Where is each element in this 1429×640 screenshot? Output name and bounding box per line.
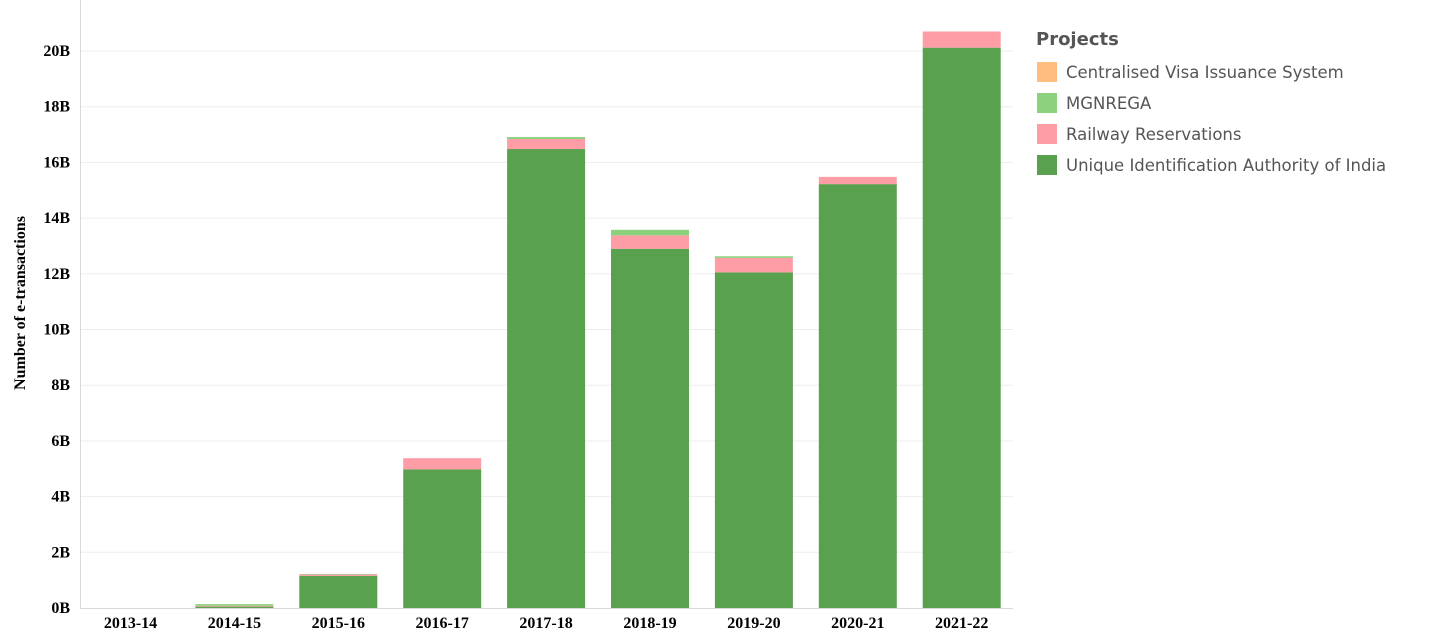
x-tick-label: 2020-21	[831, 615, 884, 632]
bar-segment	[507, 137, 586, 140]
x-tick-label: 2021-22	[935, 615, 988, 632]
y-axis-label: Number of e-transactions	[12, 216, 29, 390]
legend-entry: MGNREGA	[1066, 94, 1152, 113]
y-tick-label: 6B	[51, 433, 70, 450]
x-axis-ticks: 2013-14 2014-15 2015-16 2016-17 2017-18 2018-…	[104, 615, 989, 632]
legend-swatch	[1037, 124, 1057, 144]
x-tick-label: 2015-16	[312, 615, 365, 632]
bar-segment	[299, 574, 378, 576]
bar-segment	[714, 257, 793, 273]
legend: Projects Centralised Visa Issuance Syste…	[1036, 29, 1386, 175]
bar-segment	[611, 229, 689, 236]
x-tick-label: 2014-15	[208, 615, 261, 632]
y-tick-label: 14B	[43, 210, 70, 227]
y-tick-label: 8B	[51, 377, 70, 394]
bar-segment	[922, 47, 1001, 608]
y-tick-label: 0B	[51, 600, 70, 617]
legend-swatch	[1037, 62, 1057, 82]
bar-segment	[922, 31, 1001, 48]
bar-segment	[403, 469, 482, 608]
legend-entry: Unique Identification Authority of India	[1066, 156, 1386, 175]
x-tick-label: 2017-18	[519, 615, 572, 632]
bar-segment	[611, 248, 689, 609]
bar-segment	[507, 149, 586, 609]
y-tick-label: 16B	[43, 154, 70, 171]
bar-segment	[299, 574, 378, 575]
bar-segment	[611, 235, 689, 249]
bar-segment	[818, 184, 897, 609]
y-tick-label: 10B	[43, 322, 70, 339]
y-tick-label: 4B	[51, 489, 70, 506]
y-tick-label: 2B	[51, 544, 70, 561]
legend-title: Projects	[1036, 29, 1119, 50]
y-tick-label: 18B	[43, 99, 70, 116]
bar-segment	[714, 272, 793, 608]
bar-segment	[403, 458, 482, 470]
y-tick-label: 20B	[43, 43, 70, 60]
x-tick-label: 2018-19	[623, 615, 676, 632]
bar-segment	[507, 139, 586, 150]
x-tick-label: 2019-20	[727, 615, 780, 632]
legend-entry: Centralised Visa Issuance System	[1066, 63, 1344, 82]
x-tick-label: 2013-14	[104, 615, 157, 632]
bar-segment	[818, 176, 897, 185]
y-axis-ticks: 0B 2B 4B 6B 8B 10B 12B 14B 16B 18B 20B	[43, 43, 70, 617]
legend-entry: Railway Reservations	[1066, 125, 1241, 144]
x-tick-label: 2016-17	[416, 615, 469, 632]
bar-segment	[195, 605, 274, 607]
legend-swatch	[1037, 93, 1057, 113]
y-tick-label: 12B	[43, 266, 70, 283]
bar-segment	[195, 604, 274, 606]
bar-segment	[299, 575, 378, 608]
bar-segment	[714, 256, 793, 258]
bars	[195, 31, 1001, 609]
legend-swatch	[1037, 155, 1057, 175]
bar-segment	[195, 606, 274, 608]
